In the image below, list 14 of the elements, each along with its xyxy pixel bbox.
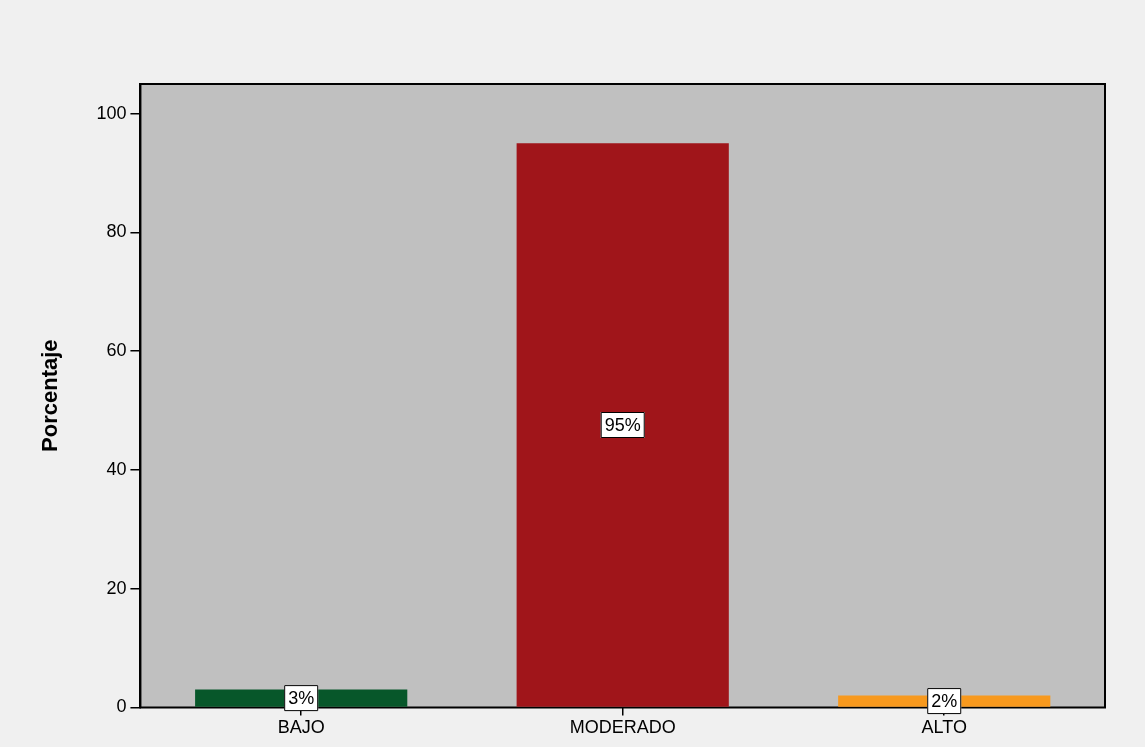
data-label: 3% bbox=[288, 688, 315, 709]
y-tick-label: 0 bbox=[116, 696, 127, 717]
y-tick-label: 40 bbox=[106, 458, 127, 479]
x-tick-label: ALTO bbox=[921, 717, 967, 738]
bar bbox=[516, 143, 729, 707]
y-tick-label: 100 bbox=[96, 102, 127, 123]
y-axis-title: Porcentaje bbox=[37, 339, 63, 452]
y-tick-label: 80 bbox=[106, 221, 127, 242]
data-label: 95% bbox=[604, 414, 641, 435]
x-tick-label: BAJO bbox=[277, 717, 325, 738]
y-tick-label: 60 bbox=[106, 340, 127, 361]
data-label: 2% bbox=[931, 691, 958, 712]
x-tick-label: MODERADO bbox=[569, 717, 676, 738]
y-tick-label: 20 bbox=[106, 577, 127, 598]
